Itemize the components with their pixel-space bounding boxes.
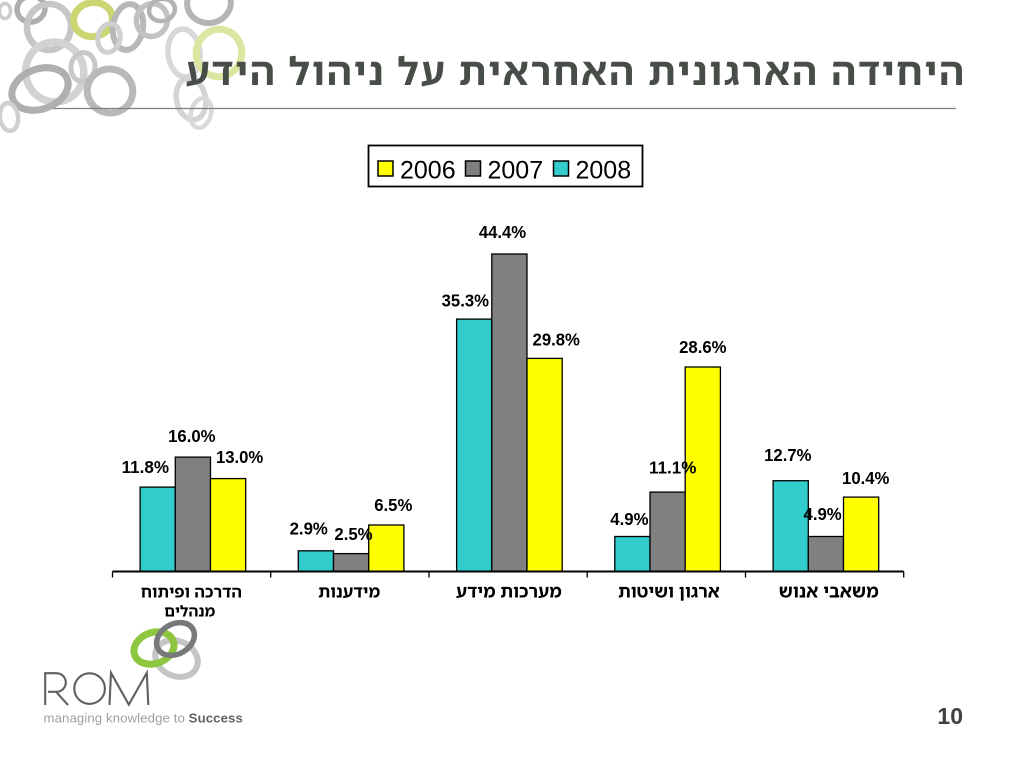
svg-text:35.3%: 35.3% — [442, 291, 490, 311]
svg-text:4.9%: 4.9% — [804, 504, 843, 524]
svg-text:4.9%: 4.9% — [610, 509, 649, 529]
svg-text:10: 10 — [937, 703, 963, 729]
svg-text:2.5%: 2.5% — [334, 524, 373, 544]
svg-text:2007: 2007 — [488, 157, 544, 185]
svg-text:44.4%: 44.4% — [479, 222, 527, 242]
svg-text:12.7%: 12.7% — [764, 445, 812, 465]
svg-text:2.9%: 2.9% — [290, 518, 329, 538]
svg-text:28.6%: 28.6% — [679, 337, 727, 357]
svg-text:11.8%: 11.8% — [122, 457, 170, 477]
svg-text:2008: 2008 — [576, 157, 632, 185]
svg-text:13.0%: 13.0% — [216, 447, 264, 467]
svg-text:16.0%: 16.0% — [168, 426, 216, 446]
svg-text:29.8%: 29.8% — [533, 330, 581, 350]
svg-text:10.4%: 10.4% — [842, 468, 890, 488]
svg-text:managing knowledge to Success: managing knowledge to Success — [44, 711, 243, 726]
svg-text:2006: 2006 — [400, 157, 456, 185]
svg-text:11.1%: 11.1% — [649, 458, 697, 478]
svg-text:6.5%: 6.5% — [374, 495, 413, 515]
